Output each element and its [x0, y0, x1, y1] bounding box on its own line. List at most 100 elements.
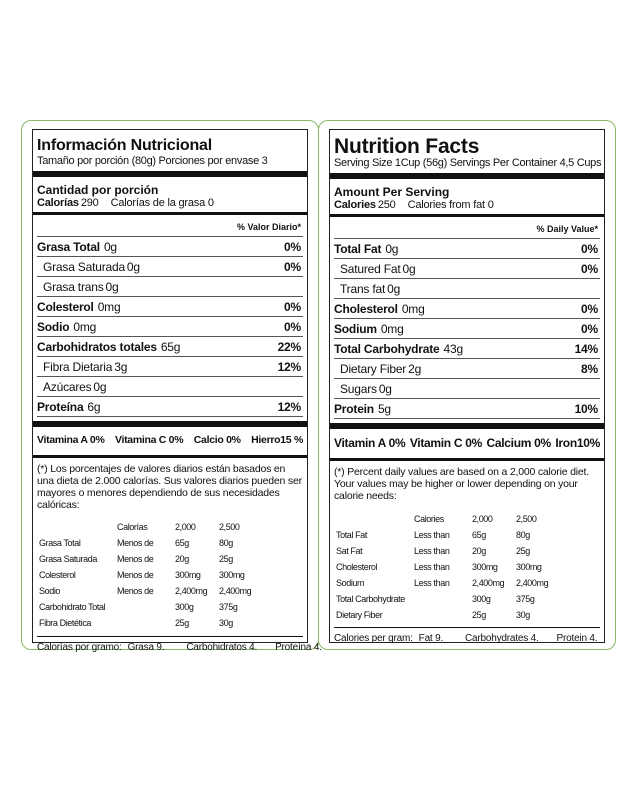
- vitamin-item: Vitamin A 0%: [334, 436, 406, 450]
- calories-per-gram-item: Grasa 9.: [127, 641, 165, 653]
- nutrient-row: Protein 5g 10%: [334, 399, 600, 419]
- calories-value: 290: [80, 197, 99, 209]
- nutrient-name-wrap: Sugars 0g: [334, 383, 392, 395]
- table-cell: 375g: [516, 593, 535, 604]
- table-row: Sodium Less than 2,400mg 2,400mg: [334, 575, 562, 591]
- vitamins-row: Vitamin A 0% Vitamin C 0% Calcium 0% Iron10…: [334, 429, 600, 455]
- nutrient-amount: 0g: [126, 259, 140, 274]
- table-cell: Sodio: [39, 586, 61, 596]
- table-cell: 20g: [175, 554, 189, 564]
- table-row: Carbohidrato Total 300g 375g: [37, 600, 265, 616]
- label-title: Nutrition Facts: [334, 135, 480, 158]
- table-cell: Menos de: [117, 554, 154, 564]
- nutrient-row: Azúcares 0g: [37, 377, 303, 397]
- table-cell: Grasa Total: [39, 538, 81, 548]
- amount-per-serving: Cantidad por porción: [37, 183, 159, 197]
- nutrient-percent: 0%: [284, 239, 301, 254]
- nutrient-percent: 12%: [277, 359, 302, 374]
- nutrient-percent: 0%: [581, 321, 598, 336]
- nutrient-amount: 0g: [402, 261, 416, 276]
- vitamin-item: Iron10%: [555, 436, 600, 450]
- table-cell: [117, 616, 175, 632]
- calories-per-gram: Calorías por gramo: Grasa 9. Carbohidratos…: [37, 635, 322, 653]
- table-row: Grasa Saturada Menos de 20g 25g: [37, 552, 265, 568]
- table-cell: 65g: [472, 529, 486, 540]
- nutrient-name: Grasa trans: [43, 279, 104, 294]
- nutrient-name-wrap: Cholesterol 0mg: [334, 303, 425, 315]
- table-header-row: Calories 2,000 2,500: [334, 511, 562, 527]
- table-row: Fibra Dietética 25g 30g: [37, 616, 265, 632]
- nutrient-name-wrap: Grasa Total 0g: [37, 241, 117, 253]
- table-row: Total Fat Less than 65g 80g: [334, 527, 562, 543]
- nutrient-name: Colesterol: [37, 299, 94, 314]
- thick-divider: [33, 421, 307, 427]
- table-cell: Carbohidrato Total: [39, 602, 106, 612]
- table-cell: 20g: [472, 545, 486, 556]
- table-cell: Less than: [414, 529, 450, 540]
- nutrient-name: Total Carbohydrate: [334, 341, 440, 356]
- table-cell: 25g: [175, 618, 189, 628]
- table-cell: 25g: [472, 609, 486, 620]
- nutrient-name-wrap: Grasa trans 0g: [37, 279, 119, 294]
- table-header-cell: 2,500: [219, 522, 240, 532]
- table-row: Cholesterol Less than 300mg 300mg: [334, 559, 562, 575]
- nutrient-row: Colesterol 0mg 0%: [37, 297, 303, 317]
- amount-per-serving: Amount Per Serving: [334, 185, 450, 199]
- table-cell: 80g: [219, 538, 233, 548]
- nutrient-row: Sodium 0mg 0%: [334, 319, 600, 339]
- nutrient-percent: 8%: [581, 361, 598, 376]
- nutrient-name-wrap: Protein 5g: [334, 403, 391, 415]
- table-cell: 2,400mg: [516, 577, 549, 588]
- table-header-cell: 2,000: [175, 522, 196, 532]
- nutrient-name-wrap: Colesterol 0mg: [37, 299, 121, 314]
- calories-value: 250: [377, 199, 396, 211]
- medium-divider: [33, 212, 307, 215]
- table-cell: Sodium: [336, 577, 365, 588]
- nutrient-percent: 0%: [284, 299, 301, 314]
- vitamin-item: Calcio 0%: [193, 434, 241, 446]
- table-cell: 300mg: [516, 561, 542, 572]
- nutrient-amount: 0g: [103, 239, 117, 254]
- nutrient-amount: 0g: [93, 379, 107, 394]
- thick-divider: [330, 173, 604, 179]
- table-header-cell: 2,500: [516, 513, 537, 524]
- nutrient-name-wrap: Total Carbohydrate 43g: [334, 343, 463, 355]
- calories-per-gram-item: Fat 9.: [418, 633, 444, 644]
- daily-value-header: % Daily Value*: [536, 224, 598, 234]
- nutrient-name: Protein: [334, 401, 374, 416]
- nutrient-name-wrap: Satured Fat 0g: [334, 261, 416, 276]
- nutrient-name: Azúcares: [43, 379, 92, 394]
- nutrient-name-wrap: Azúcares 0g: [37, 379, 107, 394]
- nutrient-percent: 0%: [284, 319, 301, 334]
- calories-per-gram-item: Calorías por gramo:: [37, 641, 122, 653]
- table-cell: Dietary Fiber: [336, 609, 383, 620]
- table-cell: 2,400mg: [175, 586, 208, 596]
- nutrient-percent: 14%: [574, 341, 599, 356]
- table-cell: 2,400mg: [472, 577, 505, 588]
- serving-size: Tamaño por porción (80g) Porciones por e…: [37, 155, 268, 167]
- nutrient-row: Carbohidratos totales 65g 22%: [37, 337, 303, 357]
- nutrient-amount: 5g: [377, 401, 391, 416]
- nutrient-amount: 3g: [114, 359, 128, 374]
- vitamin-item: Vitamin C 0%: [409, 436, 483, 450]
- table-cell: 65g: [175, 538, 189, 548]
- nutrient-name: Grasa Saturada: [43, 259, 125, 274]
- nutrient-row: Grasa Total 0g 0%: [37, 236, 303, 257]
- table-cell: 300g: [175, 602, 194, 612]
- nutrient-name-wrap: Carbohidratos totales 65g: [37, 341, 180, 353]
- calories-per-gram-item: Calories per gram:: [334, 633, 413, 644]
- footnote: (*) Los porcentajes de valores diarios e…: [37, 462, 302, 511]
- table-row: Sat Fat Less than 20g 25g: [334, 543, 562, 559]
- table-header-row: Calorías 2,000 2,500: [37, 520, 265, 536]
- calories-per-gram-item: Protein 4.: [556, 633, 598, 644]
- nutrient-name: Grasa Total: [37, 239, 100, 254]
- nutrient-name: Carbohidratos totales: [37, 339, 157, 354]
- vitamins-row: Vitamina A 0% Vitamina C 0% Calcio 0% Hierr…: [37, 427, 303, 452]
- nutrient-amount: 0g: [385, 241, 399, 256]
- nutrient-amount: 0g: [387, 281, 401, 296]
- nutrient-row: Total Fat 0g 0%: [334, 238, 600, 259]
- label-title: Información Nutricional: [37, 137, 212, 154]
- daily-values-table: Calorías 2,000 2,500 Grasa Total Menos de 65g…: [37, 520, 265, 632]
- calories-per-gram-item: Carbohydrates 4.: [465, 633, 539, 644]
- nutrient-name: Sugars: [340, 381, 377, 396]
